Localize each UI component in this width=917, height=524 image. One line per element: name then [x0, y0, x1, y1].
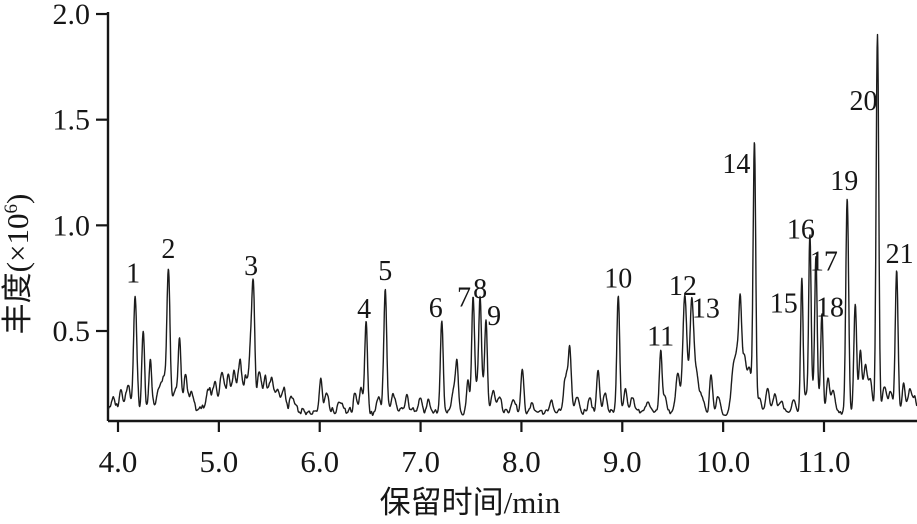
- chromatogram-trace: [107, 33, 917, 416]
- peak-label-8: 8: [473, 274, 487, 305]
- x-tick-label: 4.0: [99, 444, 138, 479]
- peak-label-5: 5: [378, 256, 392, 287]
- x-tick-label: 10.0: [696, 444, 750, 479]
- peak-label-11: 11: [647, 321, 674, 352]
- peak-label-4: 4: [357, 294, 371, 325]
- peak-label-7: 7: [457, 283, 471, 314]
- peak-label-20: 20: [849, 86, 877, 117]
- peak-label-19: 19: [830, 166, 858, 197]
- x-tick-label: 11.0: [797, 444, 850, 479]
- peak-label-12: 12: [669, 271, 697, 302]
- y-tick-label: 1.5: [53, 104, 91, 137]
- peak-label-1: 1: [126, 258, 140, 289]
- axes: 0.5 1.0 1.5 2.0 4.0 5.0 6.0 7.0 8.0 9.0 10.0 11.0: [53, 0, 917, 479]
- peak-label-6: 6: [429, 293, 443, 324]
- peak-label-14: 14: [722, 149, 750, 180]
- x-axis-title: 保留时间/min: [380, 485, 561, 520]
- x-tick-label: 5.0: [199, 444, 238, 479]
- peak-label-16: 16: [787, 214, 815, 245]
- peak-label-21: 21: [886, 239, 914, 270]
- peak-label-3: 3: [244, 251, 258, 282]
- y-tick-label: 1.0: [53, 209, 91, 242]
- x-tick-label: 6.0: [300, 444, 339, 479]
- peak-label-15: 15: [770, 288, 798, 319]
- x-tick-label: 7.0: [401, 444, 440, 479]
- y-axis-title: 丰度(×106): [0, 194, 35, 335]
- peak-label-17: 17: [810, 247, 838, 278]
- peak-label-9: 9: [487, 301, 501, 332]
- peak-label-2: 2: [161, 234, 175, 265]
- peak-label-13: 13: [692, 293, 720, 324]
- y-tick-label: 2.0: [53, 0, 91, 31]
- x-tick-label: 8.0: [502, 444, 541, 479]
- peak-label-10: 10: [604, 263, 632, 294]
- y-tick-label: 0.5: [53, 315, 91, 348]
- peak-label-18: 18: [816, 293, 844, 324]
- tic-trace: [107, 33, 917, 416]
- x-tick-label: 9.0: [603, 444, 642, 479]
